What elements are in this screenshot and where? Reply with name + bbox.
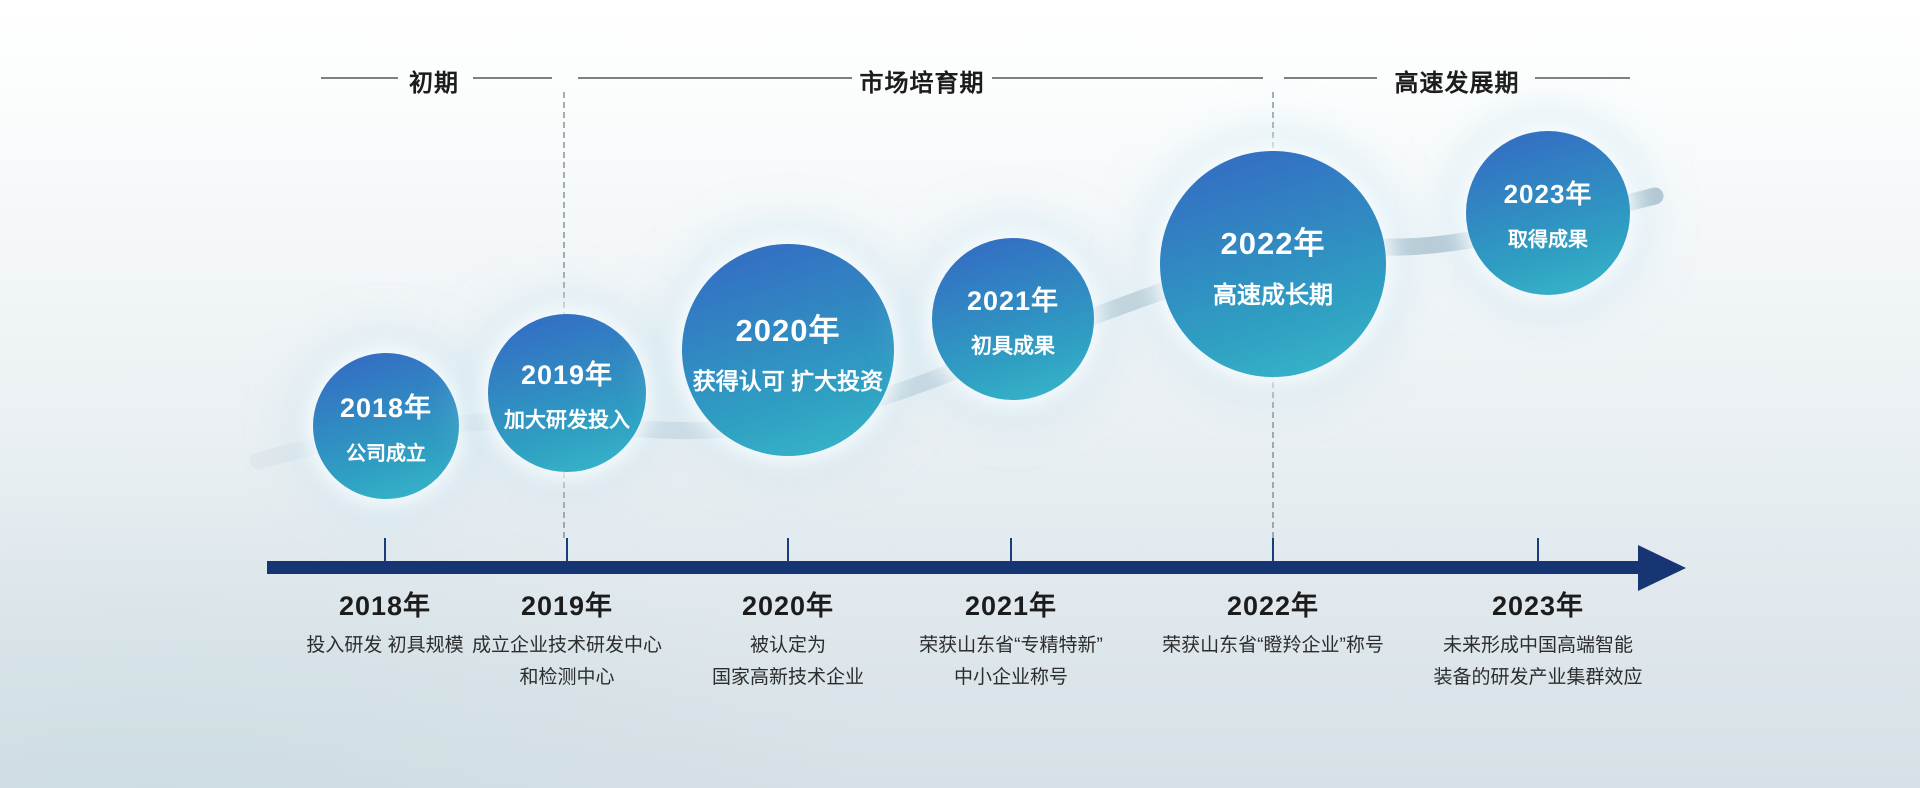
milestone-circle-2021: 2021年 初具成果 <box>932 238 1094 400</box>
axis-desc-line: 成立企业技术研发中心 <box>471 635 662 656</box>
axis-desc-line: 国家高新技术企业 <box>711 667 864 688</box>
circle-caption: 公司成立 <box>346 443 426 465</box>
axis-item-2023: 2023年 未来形成中国高端智能 装备的研发产业集群效应 <box>1378 584 1698 694</box>
axis-desc: 投入研发 初具规模 <box>225 630 545 662</box>
circle-year: 2019年 <box>520 359 614 390</box>
phase-line-segment <box>473 77 552 79</box>
phase-line-segment <box>578 77 852 79</box>
axis-desc-line: 中小企业称号 <box>953 667 1068 688</box>
circle-year: 2021年 <box>966 285 1060 316</box>
circle-caption: 获得认可 扩大投资 <box>692 367 884 394</box>
circle-caption: 高速成长期 <box>1213 282 1333 309</box>
axis-year: 2018年 <box>338 591 432 621</box>
circle-year: 2023年 <box>1503 179 1593 209</box>
phase-line-segment <box>321 77 398 79</box>
axis-tick-2023 <box>1537 538 1539 562</box>
phase-label-market-cultivation: 市场培育期 <box>859 70 985 97</box>
circle-caption: 加大研发投入 <box>504 408 630 432</box>
timeline-axis-bar <box>267 561 1640 574</box>
axis-desc-line: 被认定为 <box>749 635 826 656</box>
axis-desc-line: 未来形成中国高端智能 <box>1442 635 1633 656</box>
axis-desc-line: 荣获山东省“专精特新” <box>919 635 1103 656</box>
phase-label-early: 初期 <box>409 70 459 97</box>
phase-label-rapid-development: 高速发展期 <box>1394 70 1520 97</box>
circle-year: 2020年 <box>735 312 841 348</box>
axis-tick-2021 <box>1010 538 1012 562</box>
axis-item-2018: 2018年 投入研发 初具规模 <box>225 584 545 662</box>
axis-desc: 荣获山东省“瞪羚企业”称号 <box>1113 630 1433 662</box>
axis-year: 2022年 <box>1226 591 1320 621</box>
circle-year: 2018年 <box>339 393 433 423</box>
axis-tick-2020 <box>787 538 789 562</box>
axis-year: 2023年 <box>1491 591 1585 621</box>
axis-year: 2020年 <box>741 591 835 621</box>
milestone-circle-2020: 2020年 获得认可 扩大投资 <box>682 244 894 456</box>
axis-item-2019: 2019年 成立企业技术研发中心 和检测中心 <box>407 584 727 694</box>
timeline-arrow-icon <box>1638 545 1686 591</box>
axis-year: 2021年 <box>964 591 1058 621</box>
phase-line-segment <box>1284 77 1377 79</box>
phase-line-segment <box>1535 77 1630 79</box>
milestone-circle-2018: 2018年 公司成立 <box>313 353 459 499</box>
phase-line-segment <box>992 77 1263 79</box>
milestone-circle-2022: 2022年 高速成长期 <box>1160 151 1386 377</box>
axis-tick-2019 <box>566 538 568 562</box>
axis-item-2021: 2021年 荣获山东省“专精特新” 中小企业称号 <box>851 584 1171 694</box>
milestone-circle-2019: 2019年 加大研发投入 <box>488 314 646 472</box>
axis-tick-2018 <box>384 538 386 562</box>
axis-desc-line: 装备的研发产业集群效应 <box>1433 667 1643 688</box>
axis-item-2022: 2022年 荣获山东省“瞪羚企业”称号 <box>1113 584 1433 662</box>
axis-desc-line: 荣获山东省“瞪羚企业”称号 <box>1162 635 1384 656</box>
axis-desc-line: 和检测中心 <box>519 667 615 688</box>
axis-item-2020: 2020年 被认定为 国家高新技术企业 <box>628 584 948 694</box>
axis-desc: 成立企业技术研发中心 和检测中心 <box>407 630 727 694</box>
circle-caption: 取得成果 <box>1508 229 1588 251</box>
axis-tick-2022 <box>1272 538 1274 562</box>
axis-desc: 被认定为 国家高新技术企业 <box>628 630 948 694</box>
axis-desc: 未来形成中国高端智能 装备的研发产业集群效应 <box>1378 630 1698 694</box>
axis-desc: 荣获山东省“专精特新” 中小企业称号 <box>851 630 1171 694</box>
milestone-circle-2023: 2023年 取得成果 <box>1466 131 1630 295</box>
axis-desc-line: 投入研发 初具规模 <box>306 635 464 656</box>
circle-caption: 初具成果 <box>971 334 1055 358</box>
circle-year: 2022年 <box>1220 226 1326 261</box>
axis-year: 2019年 <box>520 591 614 621</box>
